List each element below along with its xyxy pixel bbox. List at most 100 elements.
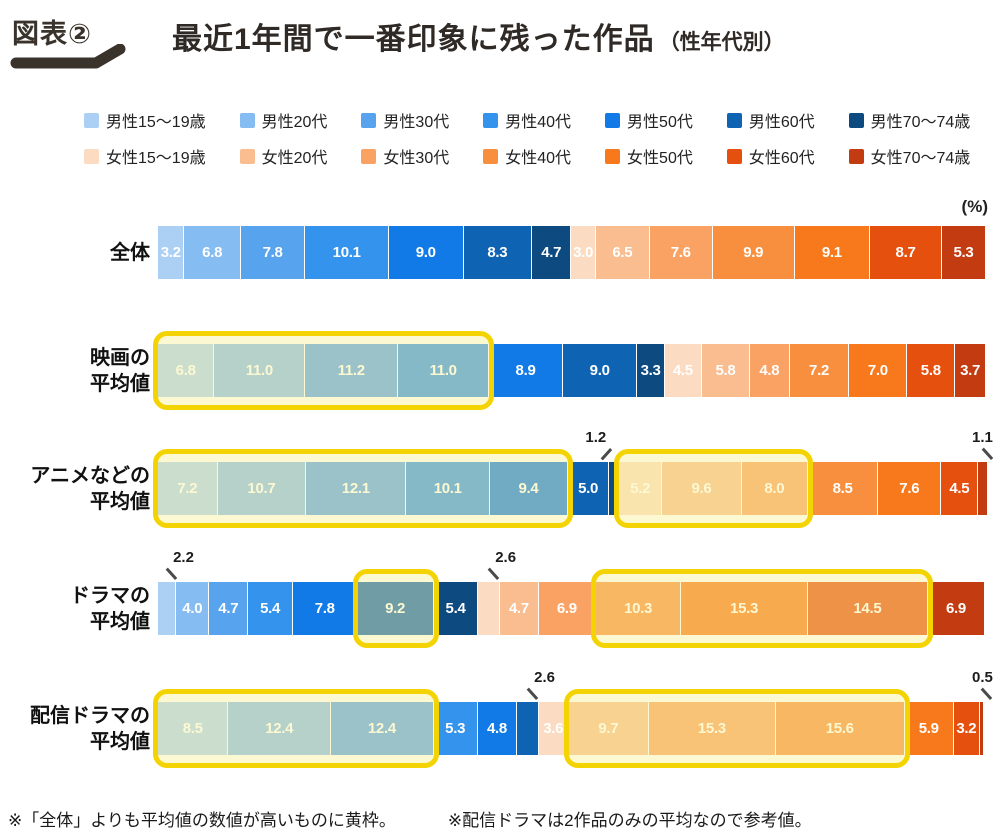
- bar-segment: 4.5: [664, 344, 702, 397]
- segment-value-label: 4.7: [508, 600, 529, 617]
- segment-value-label: 3.2: [160, 244, 181, 261]
- segment-value-label: 7.0: [867, 362, 888, 379]
- segment-value-label: 4.0: [182, 600, 203, 617]
- legend-label: 男性40代: [505, 114, 572, 131]
- bar-segment: 6.5: [595, 226, 650, 279]
- legend-item: 男性60代: [726, 108, 815, 132]
- bar-segment: 5.3: [942, 226, 986, 279]
- segment-value-label: 12.4: [367, 720, 396, 737]
- row-label: 映画の 平均値: [0, 345, 150, 397]
- legend-label: 女性70〜74歳: [870, 150, 971, 167]
- segment-value-label: 10.7: [247, 480, 276, 497]
- callout-value-label: 0.5: [972, 669, 993, 686]
- figure-badge: 図表②: [10, 12, 142, 69]
- row-label: アニメなどの 平均値: [0, 463, 150, 515]
- bar-segment: 7.6: [649, 226, 713, 279]
- callout-value-label: 1.1: [972, 429, 993, 446]
- legend-swatch: [726, 112, 742, 128]
- footnotes: ※「全体」よりも平均値の数値が高いものに黄枠。 ※配信ドラマは2作品のみの平均な…: [8, 806, 812, 831]
- segment-value-label: 8.7: [895, 244, 916, 261]
- segment-value-label: 6.8: [175, 362, 196, 379]
- segment-value-label: 14.5: [853, 600, 882, 617]
- row-label-line: ドラマの: [70, 584, 150, 607]
- callout-value-label: 2.6: [495, 549, 517, 566]
- bar-segment: 9.9: [712, 226, 795, 279]
- legend-item: 男性40代: [483, 108, 571, 132]
- segment-value-label: 3.3: [640, 362, 661, 379]
- legend-item: 女性60代: [726, 144, 815, 168]
- row-label-line: 平均値: [90, 610, 150, 633]
- bar-row: 6.8 11.0 11.2 11.0 8.9 9.0 3.3 4.5 5.8 4.8 7.2 7.0 5…: [158, 344, 986, 397]
- legend-item: 男性70〜74歳: [848, 108, 970, 132]
- segment-value-label: 4.8: [486, 720, 507, 737]
- segment-value-label: 5.3: [953, 244, 974, 261]
- bar-segment: 5.2: [619, 462, 663, 515]
- bar-segment: 4.8: [477, 702, 518, 755]
- bar-segment: 9.1: [794, 226, 870, 279]
- bar-segment: 4.7: [209, 582, 249, 635]
- legend-label: 女性15〜19歳: [106, 150, 206, 167]
- legend-label: 男性20代: [261, 114, 328, 131]
- legend-label: 男性15〜19歳: [106, 114, 206, 131]
- bar-segment: 10.1: [406, 462, 491, 515]
- segment-value-label: 3.0: [573, 244, 594, 261]
- legend-label: 女性50代: [627, 150, 693, 167]
- bar-segment: 5.9: [904, 702, 954, 755]
- bar-segment: 3.6: [538, 702, 569, 755]
- bar-segment: 8.0: [741, 462, 808, 515]
- segment-value-label: 9.0: [589, 362, 610, 379]
- percent-unit-label: (%): [961, 197, 988, 216]
- callout-line: [487, 567, 500, 581]
- segment-value-label: 9.2: [385, 600, 406, 617]
- bar-segment: [517, 702, 539, 755]
- segment-value-label: 9.6: [691, 480, 712, 497]
- bar-segment: 3.3: [637, 344, 665, 397]
- segment-value-label: 3.7: [960, 362, 981, 379]
- row-label-line: 平均値: [90, 372, 150, 395]
- legend-swatch: [726, 148, 742, 164]
- segment-value-label: 8.5: [182, 720, 203, 737]
- bar-segment: 4.5: [941, 462, 979, 515]
- row-label-line: 平均値: [90, 490, 150, 513]
- bar-segment: 10.1: [305, 226, 389, 279]
- segment-value-label: 7.2: [809, 362, 829, 379]
- segment-value-label: 5.9: [918, 720, 939, 737]
- row-label-line: 全体: [110, 241, 150, 264]
- bar-segment: 5.8: [701, 344, 750, 397]
- bar-segment: 7.8: [292, 582, 358, 635]
- footnote-highlight-rule: ※「全体」よりも平均値の数値が高いものに黄枠。: [8, 811, 396, 830]
- legend-swatch: [848, 112, 864, 128]
- legend-item: 男性50代: [605, 108, 693, 132]
- segment-value-label: 11.2: [337, 362, 365, 379]
- segment-value-label: 7.8: [314, 600, 335, 617]
- bar-segment: 7.2: [158, 462, 218, 515]
- legend-item: 女性50代: [605, 144, 693, 168]
- bar-segment: [158, 582, 177, 635]
- segment-value-label: 3.2: [956, 720, 977, 737]
- segment-value-label: 11.0: [245, 362, 273, 379]
- segment-value-label: 4.8: [759, 362, 780, 379]
- legend-swatch: [361, 148, 377, 164]
- segment-value-label: 12.1: [341, 480, 370, 497]
- legend-swatch: [239, 148, 255, 164]
- segment-value-label: 5.8: [920, 362, 941, 379]
- bar-segment: 9.2: [357, 582, 434, 635]
- bar-segment: 15.3: [648, 702, 776, 755]
- legend-swatch: [483, 148, 499, 164]
- bar-row: 8.5 12.4 12.4 5.3 4.8 3.6 9.7 15.3 15.6 5.9 3.2: [158, 702, 985, 755]
- legend-item: 男性20代: [239, 108, 328, 132]
- legend-item: 男性15〜19歳: [84, 108, 206, 132]
- bar-segment: 6.8: [158, 344, 215, 397]
- segment-value-label: 9.7: [598, 720, 619, 737]
- segment-value-label: 7.2: [177, 480, 198, 497]
- legend-label: 女性60代: [748, 150, 815, 167]
- segment-value-label: 4.5: [672, 362, 693, 379]
- bar-segment: 15.3: [681, 582, 808, 635]
- row-label-line: 映画の: [90, 346, 150, 369]
- callout-value-label: 2.2: [173, 549, 194, 566]
- segment-value-label: 10.1: [433, 480, 462, 497]
- bar-segment: 4.8: [749, 344, 790, 397]
- page-title: 最近1年間で一番印象に残った作品 （性年代別）: [172, 14, 785, 58]
- segment-value-label: 7.6: [670, 244, 691, 261]
